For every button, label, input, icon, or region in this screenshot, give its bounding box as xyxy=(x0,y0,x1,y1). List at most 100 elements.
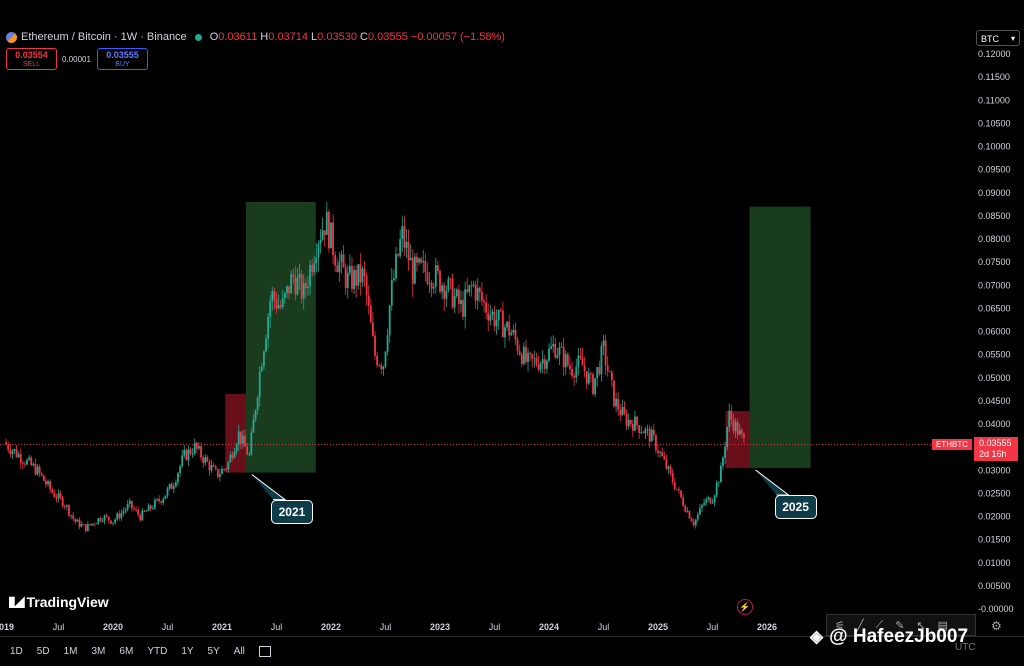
candle-body-206 xyxy=(437,265,439,272)
candle-body-158 xyxy=(336,265,339,273)
candle-body-66 xyxy=(143,510,146,512)
tf-6m[interactable]: 6M xyxy=(119,646,134,657)
candle-body-159 xyxy=(338,261,341,273)
tf-ytd[interactable]: YTD xyxy=(147,646,168,657)
candle-body-238 xyxy=(504,327,506,338)
y-tick-label-19: 0.02500 xyxy=(978,488,1011,498)
trendline-icon[interactable]: ╱ xyxy=(856,619,864,632)
candle-body-305 xyxy=(644,428,647,434)
candle-body-345 xyxy=(728,410,731,428)
brush-icon[interactable]: ✎ xyxy=(895,619,905,632)
tf-all[interactable]: All xyxy=(233,646,245,657)
calendar-icon[interactable] xyxy=(258,646,271,657)
candle-body-14 xyxy=(34,463,37,475)
candle-body-279 xyxy=(590,373,592,375)
binance-logo-icon: ◈ xyxy=(810,627,824,646)
candle-body-130 xyxy=(277,305,280,309)
candle-body-69 xyxy=(149,505,152,509)
candle-body-239 xyxy=(506,321,508,328)
candle-body-145 xyxy=(309,265,311,287)
candle-body-45 xyxy=(99,518,102,521)
candle-body-81 xyxy=(174,482,177,487)
candle-body-139 xyxy=(296,277,299,295)
tf-5y[interactable]: 5Y xyxy=(207,646,220,657)
candle-body-172 xyxy=(365,276,368,296)
candle-body-154 xyxy=(328,212,330,249)
x-tick-label-13: Jul xyxy=(707,622,719,632)
candle-body-214 xyxy=(453,296,456,308)
candle-body-215 xyxy=(455,289,458,297)
candle-body-325 xyxy=(686,510,689,512)
candle-body-56 xyxy=(122,511,125,513)
candle-body-40 xyxy=(89,524,91,526)
tf-3m[interactable]: 3M xyxy=(91,646,106,657)
candle-body-92 xyxy=(198,445,200,449)
callout-pointer-0 xyxy=(251,474,287,501)
callout-2025: 2025 xyxy=(774,494,817,519)
tf-5d[interactable]: 5D xyxy=(36,646,50,657)
tf-1d[interactable]: 1D xyxy=(10,646,23,657)
tf-1m[interactable]: 1M xyxy=(63,646,78,657)
ray-icon[interactable]: ⟋ xyxy=(875,618,884,631)
candle-body-247 xyxy=(522,346,525,364)
candle-body-190 xyxy=(403,226,406,248)
candle-body-233 xyxy=(493,311,496,327)
y-tick-label-2: 0.11000 xyxy=(978,95,1010,105)
spread-value: 0.00001 xyxy=(62,55,91,64)
x-tick-label-8: 2023 xyxy=(430,622,450,632)
candle-body-286 xyxy=(604,340,607,366)
candle-body-257 xyxy=(543,359,546,369)
candle-body-124 xyxy=(265,338,267,352)
candle-body-198 xyxy=(420,258,423,263)
candle-body-210 xyxy=(445,290,448,299)
candle-body-71 xyxy=(154,500,156,509)
settings-gear-icon[interactable]: ⚙ xyxy=(991,619,1002,633)
candle-body-2 xyxy=(9,449,12,454)
candle-body-38 xyxy=(84,524,87,532)
tf-1y[interactable]: 1Y xyxy=(181,646,194,657)
x-tick-label-9: Jul xyxy=(489,622,501,632)
candle-body-248 xyxy=(525,346,527,362)
candle-body-268 xyxy=(566,354,569,366)
last-price-tag: ETHBTC 0.03555 2d 16h xyxy=(932,437,1018,461)
candle-body-332 xyxy=(701,504,703,508)
candle-body-93 xyxy=(200,445,202,458)
candle-body-236 xyxy=(499,309,502,311)
candle-body-55 xyxy=(120,512,123,519)
candle-body-192 xyxy=(407,241,410,261)
indicators-icon[interactable]: ⚟ xyxy=(835,619,845,632)
ruler-icon[interactable]: ▤ xyxy=(937,619,949,632)
tradingview-logo[interactable]: ▮◢ TradingView xyxy=(8,593,109,610)
currency-select[interactable]: BTC ▾ xyxy=(976,30,1020,46)
candle-body-39 xyxy=(86,524,89,532)
y-tick-label-12: 0.06000 xyxy=(978,327,1011,337)
candle-body-227 xyxy=(481,291,483,301)
candle-body-277 xyxy=(585,370,588,384)
y-tick-label-1: 0.11500 xyxy=(978,72,1010,82)
candle-body-64 xyxy=(139,514,142,521)
candle-body-8 xyxy=(21,462,24,464)
candle-body-318 xyxy=(671,472,674,483)
x-tick-label-3: Jul xyxy=(162,622,174,632)
candle-body-296 xyxy=(625,413,628,426)
candle-body-111 xyxy=(237,431,240,445)
brand-name: TradingView xyxy=(26,593,109,610)
cursor-icon[interactable]: ↖ xyxy=(916,619,926,632)
candle-body-234 xyxy=(495,320,498,327)
candle-body-208 xyxy=(441,285,443,292)
candle-body-86 xyxy=(185,449,188,461)
candle-body-271 xyxy=(573,375,576,378)
candle-body-284 xyxy=(600,346,603,375)
candle-body-294 xyxy=(621,407,624,416)
rocket-icon[interactable]: ⚡ xyxy=(737,599,753,615)
sell-button[interactable]: 0.03554 SELL xyxy=(6,48,57,70)
buy-button[interactable]: 0.03555 BUY xyxy=(97,48,148,70)
candle-body-263 xyxy=(556,355,559,358)
candle-body-146 xyxy=(311,265,314,272)
candle-body-68 xyxy=(147,505,150,511)
candle-body-264 xyxy=(558,347,561,356)
candle-body-203 xyxy=(430,282,433,289)
symbol-title[interactable]: Ethereum / Bitcoin · 1W · Binance xyxy=(21,31,187,43)
candle-body-171 xyxy=(363,268,366,277)
